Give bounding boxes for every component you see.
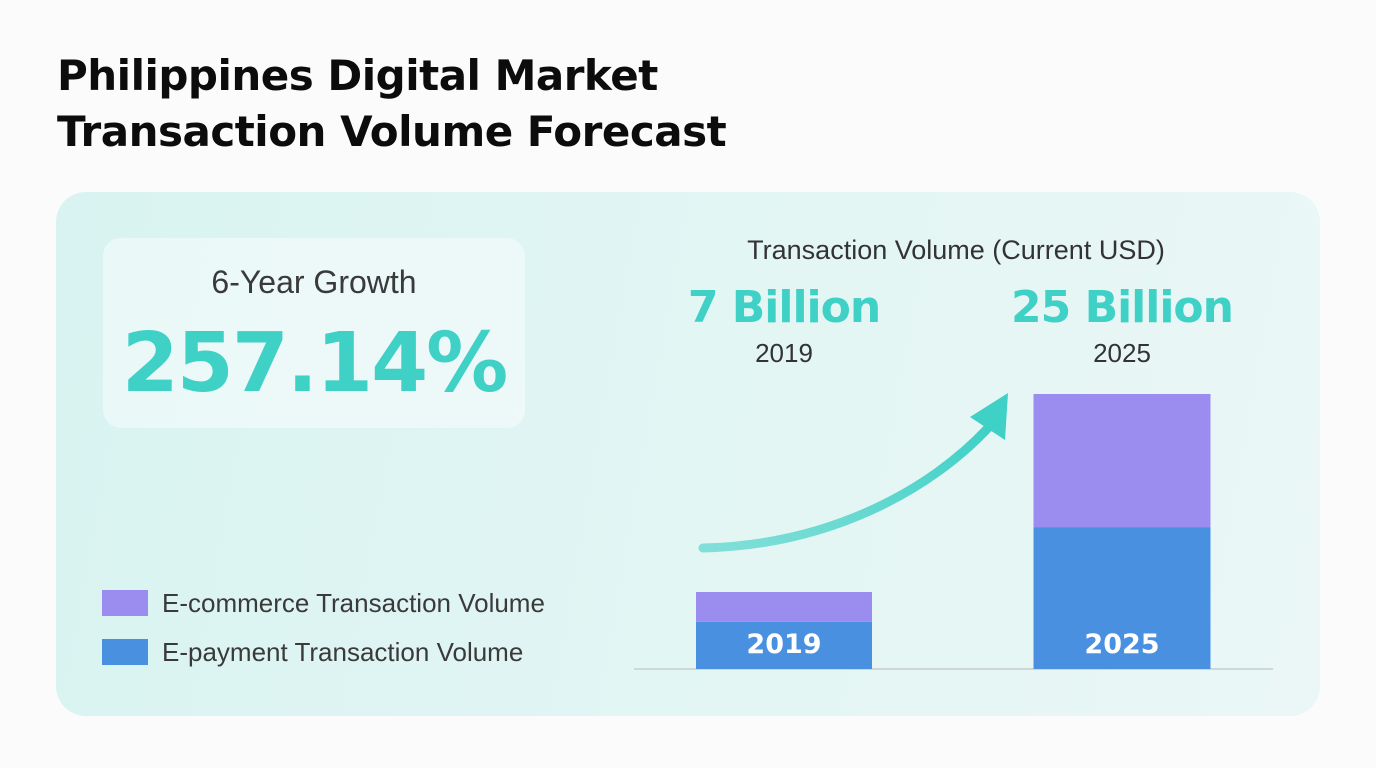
total-label-2025: 25 Billion [1011, 282, 1233, 333]
title-line-2: Transaction Volume Forecast [57, 107, 727, 156]
growth-label: 6-Year Growth [211, 264, 417, 300]
chart-title: Transaction Volume (Current USD) [747, 235, 1165, 265]
total-label-2019: 7 Billion [688, 282, 880, 333]
bar-ecommerce-2019 [696, 592, 872, 622]
legend: E-commerce Transaction Volume E-payment … [102, 588, 545, 686]
year-label-2025: 2025 [1093, 338, 1151, 368]
year-label-2019: 2019 [755, 338, 813, 368]
bar-label-2025: 2025 [1084, 629, 1159, 660]
legend-label-ecommerce: E-commerce Transaction Volume [162, 587, 545, 618]
bar-ecommerce-2025 [1033, 394, 1211, 528]
growth-arrow-head [970, 393, 1008, 440]
growth-card [103, 238, 525, 428]
bar-label-2019: 2019 [746, 629, 821, 660]
legend-swatch-ecommerce [102, 590, 148, 616]
bar-epayment-2025 [1033, 527, 1211, 669]
page-title: Philippines Digital Market Transaction V… [57, 48, 727, 160]
growth-arrow-shaft [698, 423, 993, 553]
legend-label-epayment: E-payment Transaction Volume [162, 636, 524, 667]
title-line-1: Philippines Digital Market [57, 51, 658, 100]
legend-item-epayment: E-payment Transaction Volume [102, 637, 545, 667]
bar-epayment-2019 [696, 621, 872, 669]
legend-item-ecommerce: E-commerce Transaction Volume [102, 588, 545, 618]
bars-group: 2019 2025 [696, 394, 1211, 669]
growth-value: 257.14% [121, 316, 509, 411]
legend-swatch-epayment [102, 639, 148, 665]
